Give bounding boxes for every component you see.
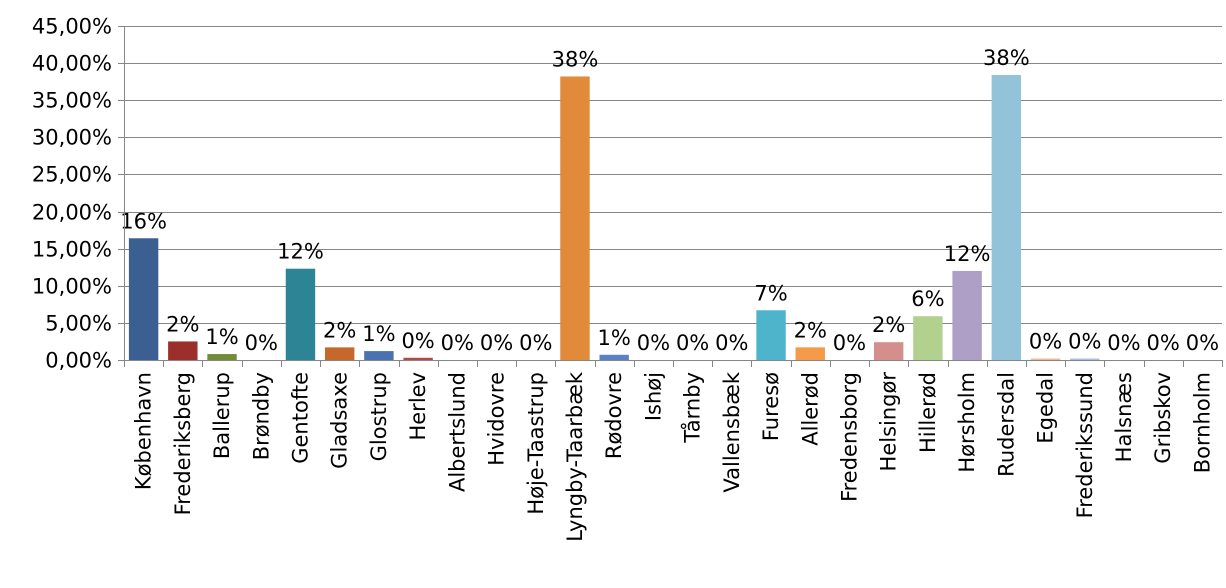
- x-category-label: København: [132, 372, 156, 490]
- data-label: 12%: [944, 242, 991, 266]
- data-label: 0%: [833, 331, 866, 355]
- bar: [560, 76, 590, 361]
- x-category-label: Hvidovre: [485, 372, 509, 466]
- data-label: 38%: [552, 47, 599, 71]
- x-category-label: Hørsholm: [955, 372, 979, 473]
- x-category-label: Albertslund: [445, 372, 469, 492]
- bar: [1030, 358, 1061, 360]
- y-tick-label: 10,00%: [32, 275, 112, 299]
- y-tick-label: 40,00%: [32, 52, 112, 76]
- bar: [952, 270, 982, 360]
- x-category-label: Furesø: [759, 372, 783, 441]
- x-category-label: Lyngby-Taarbæk: [563, 371, 587, 542]
- data-label: 12%: [277, 240, 324, 264]
- data-label: 0%: [441, 331, 474, 355]
- data-label: 0%: [637, 331, 670, 355]
- data-label: 1%: [598, 326, 631, 350]
- data-label: 7%: [754, 281, 787, 305]
- x-category-label: Tårnby: [680, 372, 705, 444]
- x-category-label: Helsingør: [877, 372, 901, 472]
- bar: [128, 238, 159, 360]
- bar: [324, 347, 355, 360]
- data-label: 1%: [205, 325, 238, 349]
- bar: [207, 354, 237, 360]
- x-category-label: Brøndby: [249, 372, 273, 460]
- data-label: 1%: [362, 322, 395, 346]
- y-tick-label: 0,00%: [45, 349, 112, 373]
- data-label: 0%: [1068, 330, 1101, 354]
- x-category-label: Allerød: [798, 372, 822, 446]
- bars: [128, 74, 1100, 361]
- y-tick-label: 5,00%: [45, 312, 112, 336]
- data-labels: 16%2%1% 0%12%2% 1% 0% 0% 0% 0%38%1% 0% 0% 0%7%2%0…: [120, 46, 1219, 355]
- data-label: 0%: [676, 331, 709, 355]
- bar: [285, 268, 316, 360]
- data-label: 2%: [794, 318, 827, 342]
- bar: [1070, 358, 1100, 360]
- x-category-label: Herlev: [406, 372, 430, 441]
- x-category-label: Rudersdal: [994, 372, 1018, 477]
- x-category-label: Halsnæs: [1112, 372, 1136, 462]
- bar: [991, 74, 1022, 360]
- y-tick-label: 15,00%: [32, 238, 112, 262]
- x-category-label: Frederikssund: [1073, 372, 1097, 518]
- data-label: 0%: [401, 329, 434, 353]
- x-category-label: Bornholm: [1190, 372, 1214, 473]
- y-axis-tick-labels: 0,00% 5,00% 10,00% 15,00% 20,00% 25,00% 30,00%…: [32, 15, 124, 373]
- bar: [913, 316, 943, 360]
- bar: [795, 347, 825, 360]
- x-category-label: Ballerup: [210, 372, 234, 459]
- x-category-label: Gribskov: [1151, 372, 1175, 464]
- x-category-label: Egedal: [1034, 372, 1058, 444]
- y-tick-label: 25,00%: [32, 163, 112, 187]
- data-label: 38%: [983, 46, 1030, 70]
- bar: [168, 341, 198, 360]
- x-category-label: Gladsaxe: [328, 372, 352, 469]
- y-tick-label: 20,00%: [32, 201, 112, 225]
- bar: [364, 351, 394, 360]
- x-category-label: Glostrup: [367, 372, 391, 461]
- data-label: 0%: [480, 331, 513, 355]
- x-category-label: Vallensbæk: [720, 371, 744, 492]
- x-category-label: Høje-Taastrup: [524, 372, 548, 515]
- data-label: 0%: [1186, 331, 1219, 355]
- data-label: 0%: [1147, 331, 1180, 355]
- data-label: 6%: [911, 287, 944, 311]
- data-label: 0%: [1107, 331, 1140, 355]
- y-tick-label: 45,00%: [32, 15, 112, 39]
- x-category-label: Hillerød: [916, 372, 940, 453]
- x-category-label: Ishøj: [641, 372, 665, 421]
- y-tick-label: 35,00%: [32, 89, 112, 113]
- x-category-label: Fredensborg: [837, 372, 861, 502]
- bar: [756, 310, 786, 360]
- bar: [599, 354, 629, 360]
- data-label: 0%: [715, 331, 748, 355]
- data-label: 0%: [245, 331, 278, 355]
- x-category-label: Frederiksberg: [171, 372, 195, 515]
- data-label: 0%: [519, 331, 552, 355]
- y-tick-label: 30,00%: [32, 126, 112, 150]
- bar: [403, 357, 433, 360]
- bar: [873, 342, 904, 360]
- data-label: 2%: [166, 312, 199, 336]
- data-label: 2%: [323, 318, 356, 342]
- data-label: 16%: [120, 209, 167, 233]
- data-label: 0%: [1029, 330, 1062, 354]
- x-category-label: Rødovre: [602, 372, 626, 459]
- data-label: 2%: [872, 313, 905, 337]
- x-axis-category-labels: København Frederiksberg Ballerup Brøndby Gen…: [132, 371, 1215, 542]
- axes: [124, 26, 1223, 367]
- x-category-label: Gentofte: [288, 372, 312, 464]
